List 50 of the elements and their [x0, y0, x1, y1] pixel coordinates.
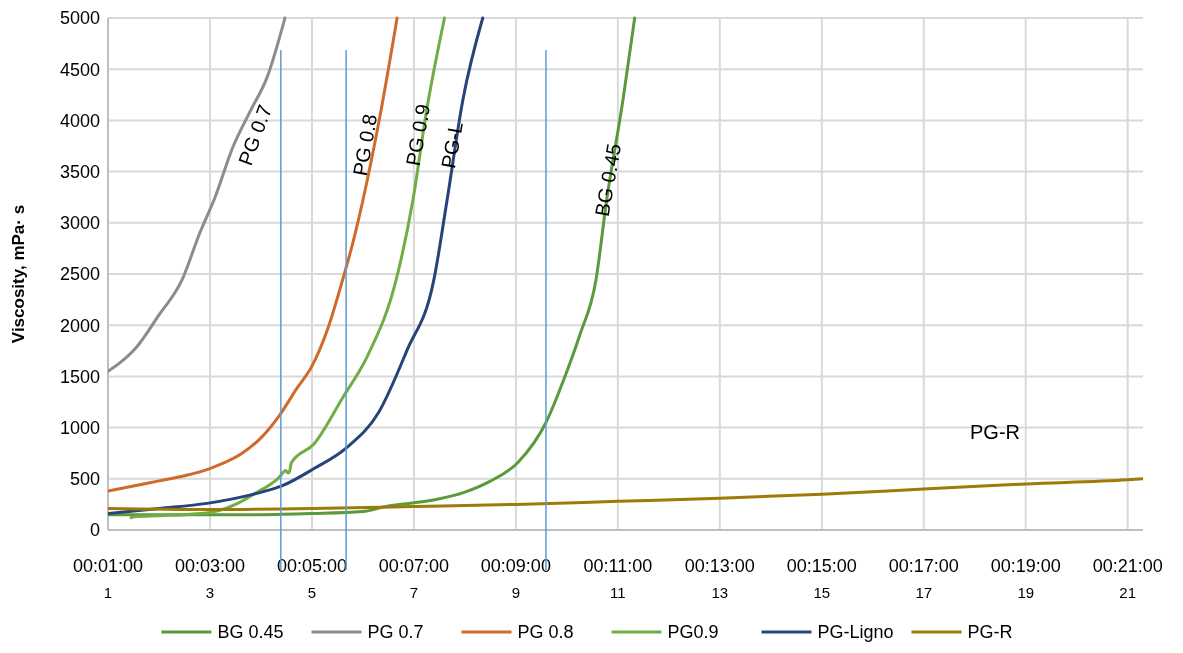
y-tick-label: 1000 — [59, 417, 100, 438]
legend-label: PG0.9 — [667, 622, 719, 643]
y-axis-title: Viscosity, mPa· s — [9, 204, 28, 344]
line-series — [108, 16, 485, 516]
x-tick-label: 00:01:00 — [72, 556, 144, 576]
line-series — [108, 477, 1143, 512]
legend-label: BG 0.45 — [217, 622, 284, 643]
x-tick-label: 00:19:00 — [990, 556, 1061, 576]
annotation: PG 0.9 — [401, 102, 435, 168]
y-tick-label: 500 — [69, 469, 100, 490]
line-series — [108, 16, 287, 373]
line-series — [108, 16, 399, 493]
x-tick-label: 00:17:00 — [888, 556, 959, 576]
x2-tick-label: 7 — [409, 584, 419, 601]
x2-tick-label: 1 — [103, 584, 113, 601]
x-tick-label: 00:07:00 — [378, 556, 449, 576]
x2-tick-label: 21 — [1119, 584, 1137, 601]
annotation: PG 0.8 — [348, 112, 382, 178]
y-tick-label: 2000 — [59, 315, 100, 336]
y-tick-label: 0 — [89, 520, 100, 541]
x-tick-label: 00:21:00 — [1092, 556, 1163, 576]
y-tick-label: 5000 — [59, 8, 100, 29]
x-tick-label: 00:15:00 — [786, 556, 857, 576]
annotation: PG-L — [437, 120, 467, 170]
x-tick-label: 00:05:00 — [276, 556, 347, 576]
legend-label: PG-Ligno — [817, 622, 894, 643]
annotation: BG 0.45 — [590, 141, 626, 219]
x-tick-label: 00:11:00 — [583, 556, 653, 576]
y-tick-label: 2500 — [59, 264, 100, 285]
x2-tick-label: 11 — [610, 584, 626, 601]
x2-tick-label: 19 — [1017, 584, 1035, 601]
annotation: PG 0.7 — [234, 101, 276, 169]
x2-tick-label: 9 — [511, 584, 521, 601]
x-tick-label: 00:03:00 — [174, 556, 246, 576]
y-tick-label: 3000 — [59, 213, 100, 234]
annotation: PG-R — [970, 421, 1020, 443]
x2-tick-label: 3 — [205, 584, 215, 601]
x-tick-label: 00:13:00 — [684, 556, 755, 576]
x-tick-label: 00:09:00 — [480, 556, 551, 576]
y-tick-label: 4000 — [59, 110, 100, 131]
legend-label: PG 0.7 — [367, 622, 424, 643]
x2-tick-label: 15 — [813, 584, 831, 601]
x2-tick-label: 13 — [711, 584, 729, 601]
y-tick-label: 4500 — [59, 59, 100, 80]
y-tick-label: 3500 — [59, 161, 100, 182]
x2-tick-label: 17 — [915, 584, 933, 601]
legend-label: PG-R — [967, 622, 1013, 643]
y-tick-label: 1500 — [59, 366, 100, 387]
legend-label: PG 0.8 — [517, 622, 574, 643]
x2-tick-label: 5 — [307, 584, 317, 601]
